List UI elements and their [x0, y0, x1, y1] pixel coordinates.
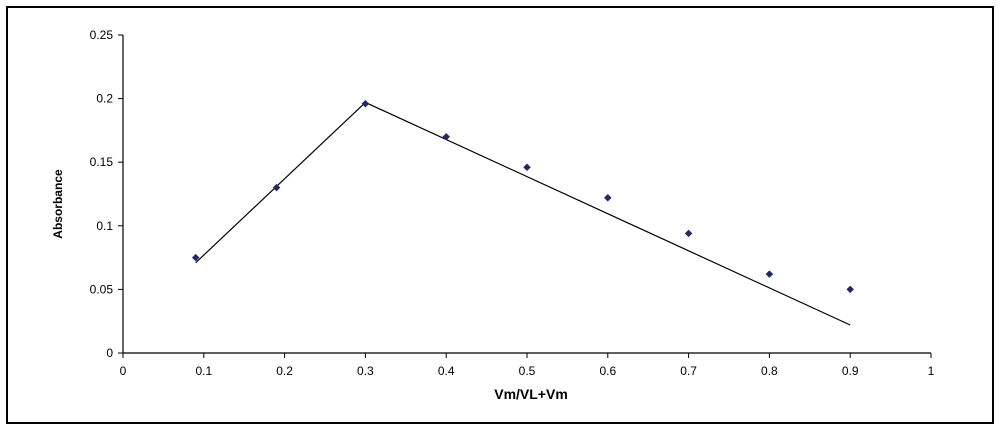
y-tick-label: 0.1	[96, 219, 113, 233]
data-point	[442, 132, 451, 141]
data-point	[272, 183, 281, 192]
trend-line-segment	[195, 101, 366, 264]
trend-line-segment	[365, 101, 851, 326]
x-tick-label: 0.7	[680, 364, 697, 378]
data-point	[684, 229, 693, 238]
x-axis-title: Vm/VL+Vm	[494, 386, 568, 402]
y-tick-label: 0.05	[90, 282, 114, 296]
x-tick-label: 0.6	[599, 364, 616, 378]
data-point	[523, 163, 531, 172]
x-tick-label: 0.1	[195, 364, 212, 378]
x-tick-label: 0.5	[519, 364, 536, 378]
x-tick-label: 0.2	[276, 364, 293, 378]
x-tick-label: 0.8	[761, 364, 778, 378]
chart-frame: 0 0.05 0.1 0.15 0.2 0.25 0 0.1 0.2 0.3 0.4 0.5 0.6 0.…	[6, 6, 994, 424]
data-point	[603, 193, 612, 202]
y-tick-label: 0	[106, 346, 113, 360]
y-tick-label: 0.2	[96, 92, 113, 106]
y-axis-title: Absorbance	[51, 169, 65, 239]
data-point	[846, 285, 855, 294]
x-tick-label: 0	[120, 364, 127, 378]
chart-svg: 0 0.05 0.1 0.15 0.2 0.25 0 0.1 0.2 0.3 0.4 0.5 0.6 0.…	[51, 28, 935, 402]
data-point	[191, 253, 200, 262]
x-tick-label: 0.3	[357, 364, 374, 378]
axes	[118, 34, 932, 358]
tick-labels: 0 0.05 0.1 0.15 0.2 0.25 0 0.1 0.2 0.3 0.4 0.5 0.6 0.…	[90, 28, 935, 378]
x-tick-label: 0.4	[438, 364, 455, 378]
y-tick-label: 0.25	[90, 28, 114, 42]
x-tick-label: 1	[928, 364, 935, 378]
data-point	[361, 99, 370, 108]
data-points	[191, 99, 855, 294]
y-tick-label: 0.15	[90, 155, 114, 169]
x-tick-label: 0.9	[842, 364, 859, 378]
data-point	[765, 270, 774, 278]
trend-lines	[195, 101, 851, 326]
